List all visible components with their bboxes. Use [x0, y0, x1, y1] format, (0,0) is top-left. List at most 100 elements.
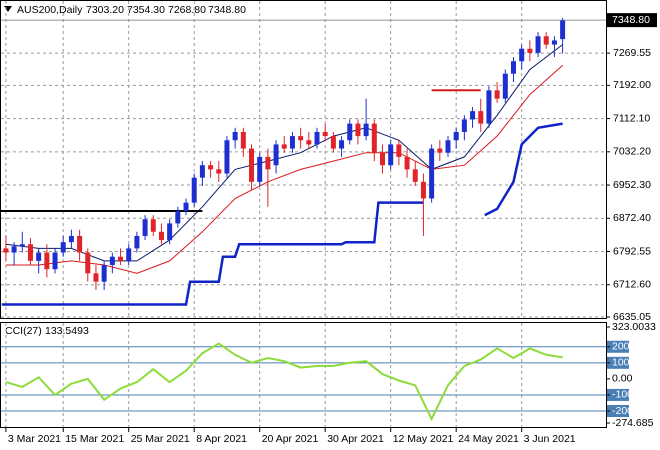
y-tick-label: 100: [612, 357, 630, 369]
candle-body: [52, 252, 58, 270]
candle-body: [44, 252, 50, 270]
candle-body: [257, 156, 263, 182]
candle-body: [355, 123, 361, 137]
y-tick-label: -200: [612, 405, 633, 417]
x-tick-label: 12 May 2021: [393, 433, 454, 445]
candle-body: [126, 248, 132, 261]
candle-body: [510, 61, 516, 74]
y-tick-label: 7269.55: [613, 47, 651, 59]
candle-body: [347, 123, 353, 141]
candle-body: [330, 136, 336, 149]
candle-body: [27, 244, 33, 261]
candle-body: [93, 273, 99, 282]
cci-title: CCI(27): [5, 325, 42, 337]
candle-body: [298, 136, 304, 141]
candle-body: [412, 169, 418, 182]
x-tick-label: 20 Apr 2021: [262, 433, 319, 445]
candle-body: [216, 169, 222, 174]
candle-body: [118, 256, 124, 261]
candle-body: [240, 131, 246, 149]
candle-body: [11, 246, 17, 253]
level-box: [607, 340, 629, 353]
main-panel: [0, 0, 607, 319]
candle-body: [486, 90, 492, 124]
candle-body: [551, 40, 557, 45]
candle-body: [199, 165, 205, 178]
candle-body: [429, 148, 435, 199]
y-tick-label: 6872.40: [613, 212, 651, 224]
y-tick-label: 7032.20: [613, 146, 651, 158]
y-tick-label: 6635.05: [613, 311, 651, 323]
candle-body: [527, 48, 533, 53]
cci-line: [5, 342, 563, 422]
symbol-title: AUS200,Daily: [17, 4, 83, 16]
candle-body: [420, 181, 426, 199]
indicator-line: [5, 65, 563, 274]
candle-body: [150, 219, 156, 232]
candle-body: [3, 248, 9, 253]
open-label: 7303.20: [86, 4, 124, 16]
candle-body: [363, 123, 369, 137]
x-tick-label: 30 Apr 2021: [327, 433, 384, 445]
candle-body: [322, 131, 328, 137]
price-box: [607, 13, 657, 28]
candle-body: [437, 148, 443, 153]
candle-body: [109, 256, 115, 266]
candle-body: [306, 140, 312, 145]
candle-body: [371, 123, 377, 153]
candle-body: [134, 235, 140, 249]
x-tick-label: 25 Mar 2021: [131, 433, 190, 445]
candle-body: [183, 202, 189, 211]
candle-body: [101, 265, 107, 282]
candle-body: [404, 156, 410, 170]
candle-body: [543, 36, 549, 45]
cci-value: 133.5493: [45, 325, 89, 337]
candle-body: [232, 131, 238, 141]
candle-body: [224, 140, 230, 174]
low-label: 7268.80: [168, 4, 206, 16]
candle-body: [68, 235, 74, 243]
y-tick-label: 6952.30: [613, 179, 651, 191]
candle-body: [453, 131, 459, 141]
candle-body: [289, 136, 295, 149]
level-box: [607, 356, 629, 369]
y-tick-label: 6792.55: [613, 245, 651, 257]
candle-body: [535, 36, 541, 53]
x-tick-label: 8 Apr 2021: [196, 433, 247, 445]
level-box: [607, 405, 629, 418]
candle-body: [560, 20, 566, 40]
candle-body: [388, 144, 394, 166]
candle-body: [60, 242, 66, 253]
x-tick-label: 15 Mar 2021: [65, 433, 124, 445]
candle-body: [445, 140, 451, 153]
y-tick-label: 6712.60: [613, 279, 651, 291]
candle-body: [380, 152, 386, 166]
x-tick-label: 24 May 2021: [458, 433, 519, 445]
candle-body: [281, 144, 287, 149]
x-tick-label: 3 Mar 2021: [8, 433, 61, 445]
candle-body: [478, 111, 484, 124]
candle-body: [494, 90, 500, 99]
x-tick-label: 3 Jun 2021: [524, 433, 576, 445]
cci-panel: [0, 322, 607, 428]
indicator-line: [1, 122, 563, 306]
price-box-label: 7348.80: [612, 14, 650, 26]
y-tick-label: 323.0033: [612, 321, 656, 333]
candle-body: [273, 144, 279, 166]
candle-body: [175, 210, 181, 224]
candle-body: [77, 235, 83, 253]
candle-body: [158, 231, 164, 241]
candle-body: [167, 223, 173, 241]
candle-body: [85, 252, 91, 274]
candle-body: [470, 111, 476, 120]
y-tick-label: 200: [612, 341, 630, 353]
y-tick-label: -274.685: [612, 417, 654, 429]
candle-body: [265, 156, 271, 170]
candle-body: [339, 140, 345, 149]
candle-body: [249, 148, 255, 182]
indicator-line: [5, 44, 563, 262]
candle-body: [396, 144, 402, 157]
candle-body: [36, 252, 42, 261]
